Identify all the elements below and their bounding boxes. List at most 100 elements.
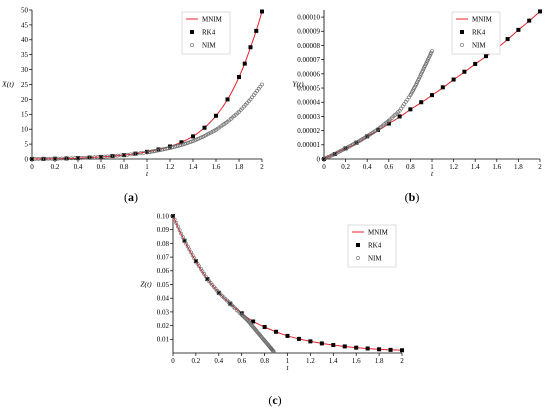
data-point [177, 143, 182, 148]
data-point [189, 250, 193, 255]
x-tick-label: 0.6 [384, 163, 393, 171]
y-tick-label: 5 [25, 141, 29, 149]
data-point [225, 97, 230, 102]
legend-label: RK4 [472, 29, 486, 37]
data-point [331, 343, 336, 348]
x-tick-label: 1.4 [329, 357, 338, 365]
y-tick-label: 0.00002 [297, 127, 320, 135]
data-point [171, 214, 175, 218]
y-tick-label: 25 [21, 81, 29, 89]
data-point [253, 91, 258, 95]
legend-label: MNIM [368, 229, 389, 237]
data-point [184, 241, 188, 246]
x-tick-label: 0.6 [237, 357, 246, 365]
y-tick-label: 40 [21, 36, 29, 44]
x-axis-label: t [286, 363, 289, 372]
data-point [251, 319, 256, 324]
data-point [179, 140, 184, 145]
x-tick-label: 0 [171, 357, 175, 365]
x-tick-label: 1.8 [375, 357, 384, 365]
data-point [451, 77, 456, 82]
x-tick-label: 0.4 [74, 163, 83, 171]
legend-label: NIM [202, 42, 216, 50]
data-point [186, 140, 190, 145]
legend: MNIM RK4 NIM [347, 224, 397, 268]
data-point [184, 141, 189, 146]
x-tick-label: 1.6 [212, 163, 221, 171]
x-tick-label: 0.4 [363, 163, 372, 171]
data-point [319, 341, 324, 346]
data-point [538, 9, 542, 14]
x-tick-label: 1.2 [166, 163, 175, 171]
data-point [190, 253, 195, 258]
x-tick-label: 1.4 [189, 163, 198, 171]
data-point [260, 9, 264, 14]
x-tick-label: 0.8 [260, 357, 269, 365]
data-point [462, 69, 467, 74]
data-point [176, 224, 180, 229]
x-tick-label: 2 [260, 163, 264, 171]
y-tick-label: 15 [21, 111, 29, 119]
data-point [388, 347, 393, 352]
data-point [403, 99, 408, 104]
data-point [122, 153, 126, 158]
data-point [399, 106, 404, 111]
legend-swatch [460, 30, 464, 34]
data-point [191, 134, 195, 139]
data-point [214, 113, 218, 118]
y-tick-label: 45 [21, 21, 29, 29]
data-point [237, 75, 241, 80]
y-tick-label: 10 [21, 126, 29, 134]
data-point [205, 277, 210, 282]
data-point [397, 114, 402, 119]
data-point [406, 95, 411, 100]
legend: MNIM RK4 NIM [451, 11, 501, 55]
data-point [342, 344, 347, 349]
x-tick-label: 0.8 [120, 163, 129, 171]
data-point [187, 247, 192, 252]
data-point [187, 140, 192, 145]
data-point [386, 121, 391, 126]
data-point [99, 154, 103, 159]
y-tick-label: 0.00004 [297, 99, 320, 107]
x-tick-label: 1 [286, 357, 290, 365]
data-point [505, 37, 510, 42]
y-tick-label: 0.03 [157, 308, 170, 316]
y-tick-label: 20 [21, 96, 29, 104]
x-tick-label: 2 [538, 163, 542, 171]
caption-c: (c) [268, 393, 281, 407]
series-line [323, 11, 541, 160]
data-point [440, 85, 445, 90]
x-tick-label: 0.2 [341, 163, 350, 171]
data-point [365, 346, 370, 351]
x-tick-label: 1.8 [235, 163, 244, 171]
data-point [53, 156, 57, 161]
y-tick-label: 35 [21, 51, 29, 59]
y-tick-label: 30 [21, 66, 29, 74]
x-axis-label: t [431, 169, 434, 178]
data-point [274, 329, 279, 334]
data-point [260, 82, 264, 87]
legend-swatch [190, 43, 194, 47]
chart-panel-c: 0 0.2 0.4 0.6 0.8 1 1.2 1.4 1.6 1.8 2 t 0.01 0.02 0.03… [140, 212, 404, 372]
data-point [171, 214, 175, 218]
data-point [271, 349, 276, 354]
data-point [430, 93, 434, 98]
data-point [189, 139, 194, 144]
data-point [216, 290, 221, 295]
y-tick-label: 0.02 [157, 322, 170, 330]
data-point [262, 324, 267, 329]
x-tick-label: 0.6 [97, 163, 106, 171]
y-tick-label: 0.10 [157, 212, 170, 220]
data-point [270, 348, 275, 353]
x-tick-label: 0.2 [51, 163, 60, 171]
data-point [179, 143, 184, 147]
data-point [177, 228, 182, 232]
data-point [182, 238, 187, 243]
y-axis-label: X(t) [1, 80, 14, 89]
legend-swatch [190, 30, 194, 34]
data-point [258, 84, 263, 89]
y-tick-label: 0.00009 [297, 28, 320, 36]
x-tick-label: 1 [145, 163, 149, 171]
data-point [185, 244, 190, 249]
